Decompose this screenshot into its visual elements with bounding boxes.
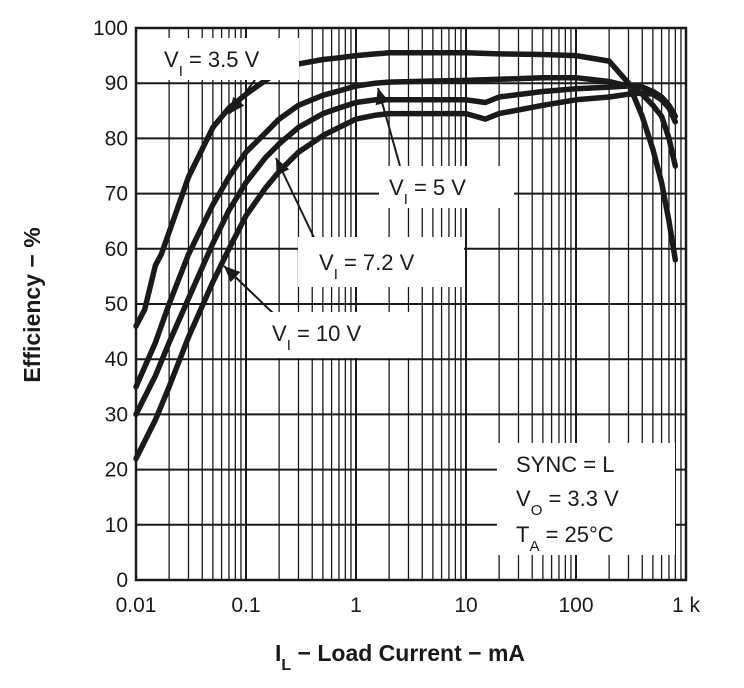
cond-vo-label: VO = 3.3 V <box>516 486 619 519</box>
label-text: V <box>164 47 179 72</box>
label-text: = 25°C <box>539 522 613 547</box>
tick-labels: 0.01 0.1 1 10 100 1 k 0 10 20 30 40 50 60 70 80 90 100 <box>93 17 701 617</box>
cond-ta-label: TA = 25°C <box>516 522 614 555</box>
label-text: = 3.3 V <box>542 486 619 511</box>
label-subscript: I <box>404 191 408 208</box>
x-axis-title-rest: − Load Current − mA <box>291 640 525 666</box>
ann-5-label: VI = 5 V <box>389 175 466 208</box>
x-tick-label: 10 <box>454 594 477 617</box>
x-tick-label: 100 <box>558 594 593 617</box>
label-subscript: O <box>531 502 543 519</box>
arrow-line-3 <box>275 157 319 247</box>
label-text: V <box>389 175 404 200</box>
x-axis-title: IL − Load Current − mA <box>275 640 525 674</box>
ann-35-box <box>153 38 299 80</box>
y-tick-label: 30 <box>105 403 128 426</box>
cond-sync-label: SYNC = L <box>516 452 614 477</box>
label-subscript: I <box>287 337 291 354</box>
y-tick-label: 60 <box>105 238 128 261</box>
conditions-panel <box>497 443 675 555</box>
ann-10-label: VI = 10 V <box>272 321 362 354</box>
y-tick-label: 20 <box>105 459 128 482</box>
y-tick-label: 10 <box>105 514 128 537</box>
label-subscript: I <box>334 266 338 283</box>
label-text: V <box>319 250 334 275</box>
ann-5-box <box>379 166 514 208</box>
label-text: V <box>516 486 531 511</box>
y-tick-label: 50 <box>105 293 128 316</box>
x-axis-title-sub: L <box>281 657 291 674</box>
axis-titles: IL − Load Current − mA Efficiency − % <box>19 227 525 673</box>
ann-72-label: VI = 7.2 V <box>319 250 415 283</box>
label-subscript: I <box>179 63 183 80</box>
arrow-head-3 <box>276 158 290 176</box>
label-text: = 5 V <box>408 175 466 200</box>
y-tick-label: 0 <box>116 569 128 592</box>
label-text: = 7.2 V <box>338 250 415 275</box>
annotation-labels: VI = 3.5 VVI = 5 VVI = 7.2 VVI = 10 VSYN… <box>153 38 675 555</box>
label-text: V <box>272 321 287 346</box>
y-tick-label: 80 <box>105 127 128 150</box>
y-tick-label: 90 <box>105 72 128 95</box>
ann-35-label: VI = 3.5 V <box>164 47 260 80</box>
plot-frame <box>134 26 688 582</box>
y-tick-label: 40 <box>105 348 128 371</box>
x-axis-title-main: I <box>275 640 281 666</box>
arrow-head-2 <box>375 88 390 106</box>
annotation-arrows <box>223 79 401 317</box>
x-tick-label: 0.01 <box>116 594 157 617</box>
ann-72-box <box>298 237 464 287</box>
x-tick-label: 1 k <box>672 594 701 617</box>
y-axis-title: Efficiency − % <box>19 227 45 382</box>
label-text: SYNC = L <box>516 452 614 477</box>
label-text: T <box>516 522 529 547</box>
y-tick-label: 100 <box>93 17 128 40</box>
label-text: = 10 V <box>291 321 362 346</box>
series-line-4 <box>133 90 679 462</box>
x-tick-label: 0.1 <box>231 594 260 617</box>
x-tick-label: 1 <box>350 594 362 617</box>
label-text: = 3.5 V <box>183 47 260 72</box>
label-subscript: A <box>529 538 539 555</box>
ann-10-box <box>248 312 412 358</box>
arrow-head-1 <box>229 97 245 114</box>
y-tick-label: 70 <box>105 183 128 206</box>
arrow-head-4 <box>224 266 241 283</box>
